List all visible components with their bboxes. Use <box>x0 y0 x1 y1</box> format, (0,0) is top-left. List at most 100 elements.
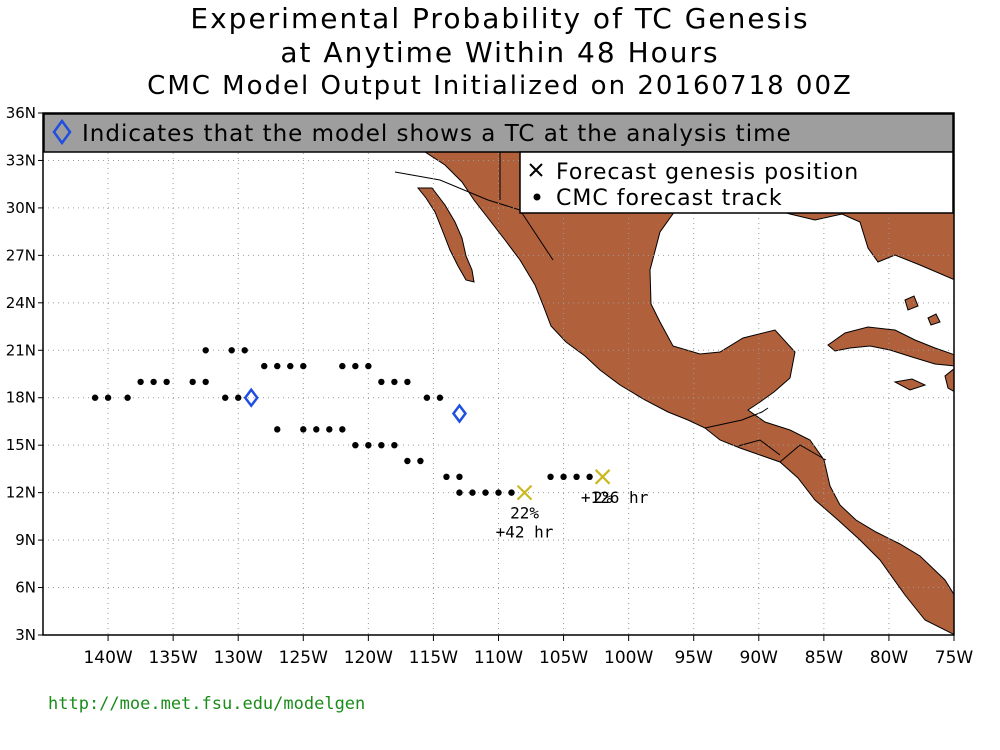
x-tick-label: 110W <box>474 648 523 668</box>
track-point <box>391 441 398 449</box>
y-tick-label: 27N <box>6 246 36 264</box>
legend-genesis-label: Forecast genesis position <box>556 160 859 185</box>
track-point <box>189 378 196 386</box>
axis-ticks: 140W 135W 130W 125W 120W 115W 110W 105W 100W 95W 9… <box>6 104 974 668</box>
land-jamaica <box>893 378 927 391</box>
track-point <box>241 347 248 354</box>
track-point <box>391 378 398 386</box>
track-point <box>91 394 99 401</box>
track-point <box>456 473 463 481</box>
track-point <box>235 394 242 401</box>
genesis-lead-label: +126 hr <box>581 488 649 507</box>
x-tick-label: 90W <box>740 648 779 668</box>
x-tick-label: 135W <box>149 648 198 668</box>
track-point <box>274 362 281 370</box>
x-mark-icon <box>529 163 543 177</box>
track-point <box>560 473 567 481</box>
track-point <box>482 489 489 496</box>
genesis-markers: 22%+42 hr 2%+126 hr <box>496 469 649 542</box>
y-tick-label: 12N <box>6 484 36 502</box>
land-cuba <box>827 326 954 367</box>
source-url: http://moe.met.fsu.edu/modelgen <box>48 694 366 714</box>
track-point <box>228 347 235 354</box>
dot-icon <box>533 193 541 201</box>
y-tick-label: 21N <box>6 341 36 359</box>
track-point <box>508 489 515 496</box>
track-point <box>326 426 333 433</box>
x-tick-label: 100W <box>604 648 653 668</box>
x-tick-label: 80W <box>870 648 909 668</box>
y-tick-label: 36N <box>6 104 36 122</box>
track-point <box>202 347 209 354</box>
track-point <box>365 441 372 449</box>
track-point <box>378 378 385 386</box>
legend-box <box>519 151 954 214</box>
x-tick-label: 105W <box>539 648 588 668</box>
legend-track-label: CMC forecast track <box>556 186 783 211</box>
track-point <box>365 362 372 370</box>
x-tick-label: 140W <box>83 648 132 668</box>
analysis-tc-diamond <box>451 403 468 424</box>
x-tick-label: 120W <box>344 648 393 668</box>
y-tick-label: 30N <box>6 199 36 217</box>
track-point <box>417 457 424 465</box>
y-tick-label: 33N <box>6 151 36 169</box>
genesis-lead-label: +42 hr <box>496 523 554 542</box>
track-point <box>586 473 593 481</box>
title-line-3: CMC Model Output Initialized on 20160718… <box>147 71 853 101</box>
analysis-tc-diamond <box>243 387 259 408</box>
track-point <box>339 362 346 370</box>
analysis-banner <box>43 113 954 153</box>
track-point <box>313 426 320 433</box>
analysis-tc-markers <box>243 387 468 424</box>
x-tick-label: 85W <box>805 648 844 668</box>
track-point <box>378 441 385 449</box>
track-point <box>222 394 229 401</box>
genesis-x-mark <box>594 469 611 485</box>
forecast-tracks <box>91 347 593 496</box>
y-tick-label: 18N <box>6 389 36 407</box>
track-point <box>150 378 157 386</box>
track-point <box>573 473 580 481</box>
track-point <box>469 489 476 496</box>
border-us-mexico <box>394 171 554 261</box>
track-point <box>202 378 209 386</box>
track-point <box>300 426 307 433</box>
track-point <box>547 473 554 481</box>
track-point <box>339 426 346 433</box>
x-tick-label: 95W <box>674 648 713 668</box>
track-point <box>495 489 502 496</box>
track-point <box>352 362 359 370</box>
track-point <box>423 394 431 401</box>
y-tick-label: 6N <box>15 579 36 597</box>
genesis-probability-label: 22% <box>510 504 539 523</box>
x-tick-label: 115W <box>409 648 458 668</box>
title-line-1: Experimental Probability of TC Genesis <box>190 2 810 35</box>
track-point <box>456 489 463 496</box>
y-tick-label: 3N <box>15 626 36 644</box>
track-point <box>352 441 359 449</box>
land-baja-california <box>416 187 475 283</box>
track-point <box>287 362 294 370</box>
genesis-x-mark <box>516 484 533 501</box>
title-block: Experimental Probability of TC Genesis a… <box>0 2 1000 102</box>
blue-diamond-icon <box>52 118 72 146</box>
genesis-probability-label: 2% <box>593 488 613 507</box>
track-point <box>137 378 144 386</box>
x-tick-label: 130W <box>214 648 263 668</box>
track-point <box>104 394 112 401</box>
y-tick-label: 15N <box>6 436 36 454</box>
track-point <box>404 378 411 386</box>
border-central-america <box>704 407 827 463</box>
x-tick-label: 125W <box>279 648 328 668</box>
banner-text: Indicates that the model shows a TC at t… <box>82 121 792 147</box>
track-point <box>443 473 450 481</box>
track-point <box>436 394 444 401</box>
track-point <box>300 362 307 370</box>
track-point <box>124 394 131 401</box>
y-tick-label: 9N <box>15 531 36 549</box>
y-tick-label: 24N <box>6 294 36 312</box>
track-point <box>163 378 170 386</box>
x-tick-label: 75W <box>935 648 974 668</box>
